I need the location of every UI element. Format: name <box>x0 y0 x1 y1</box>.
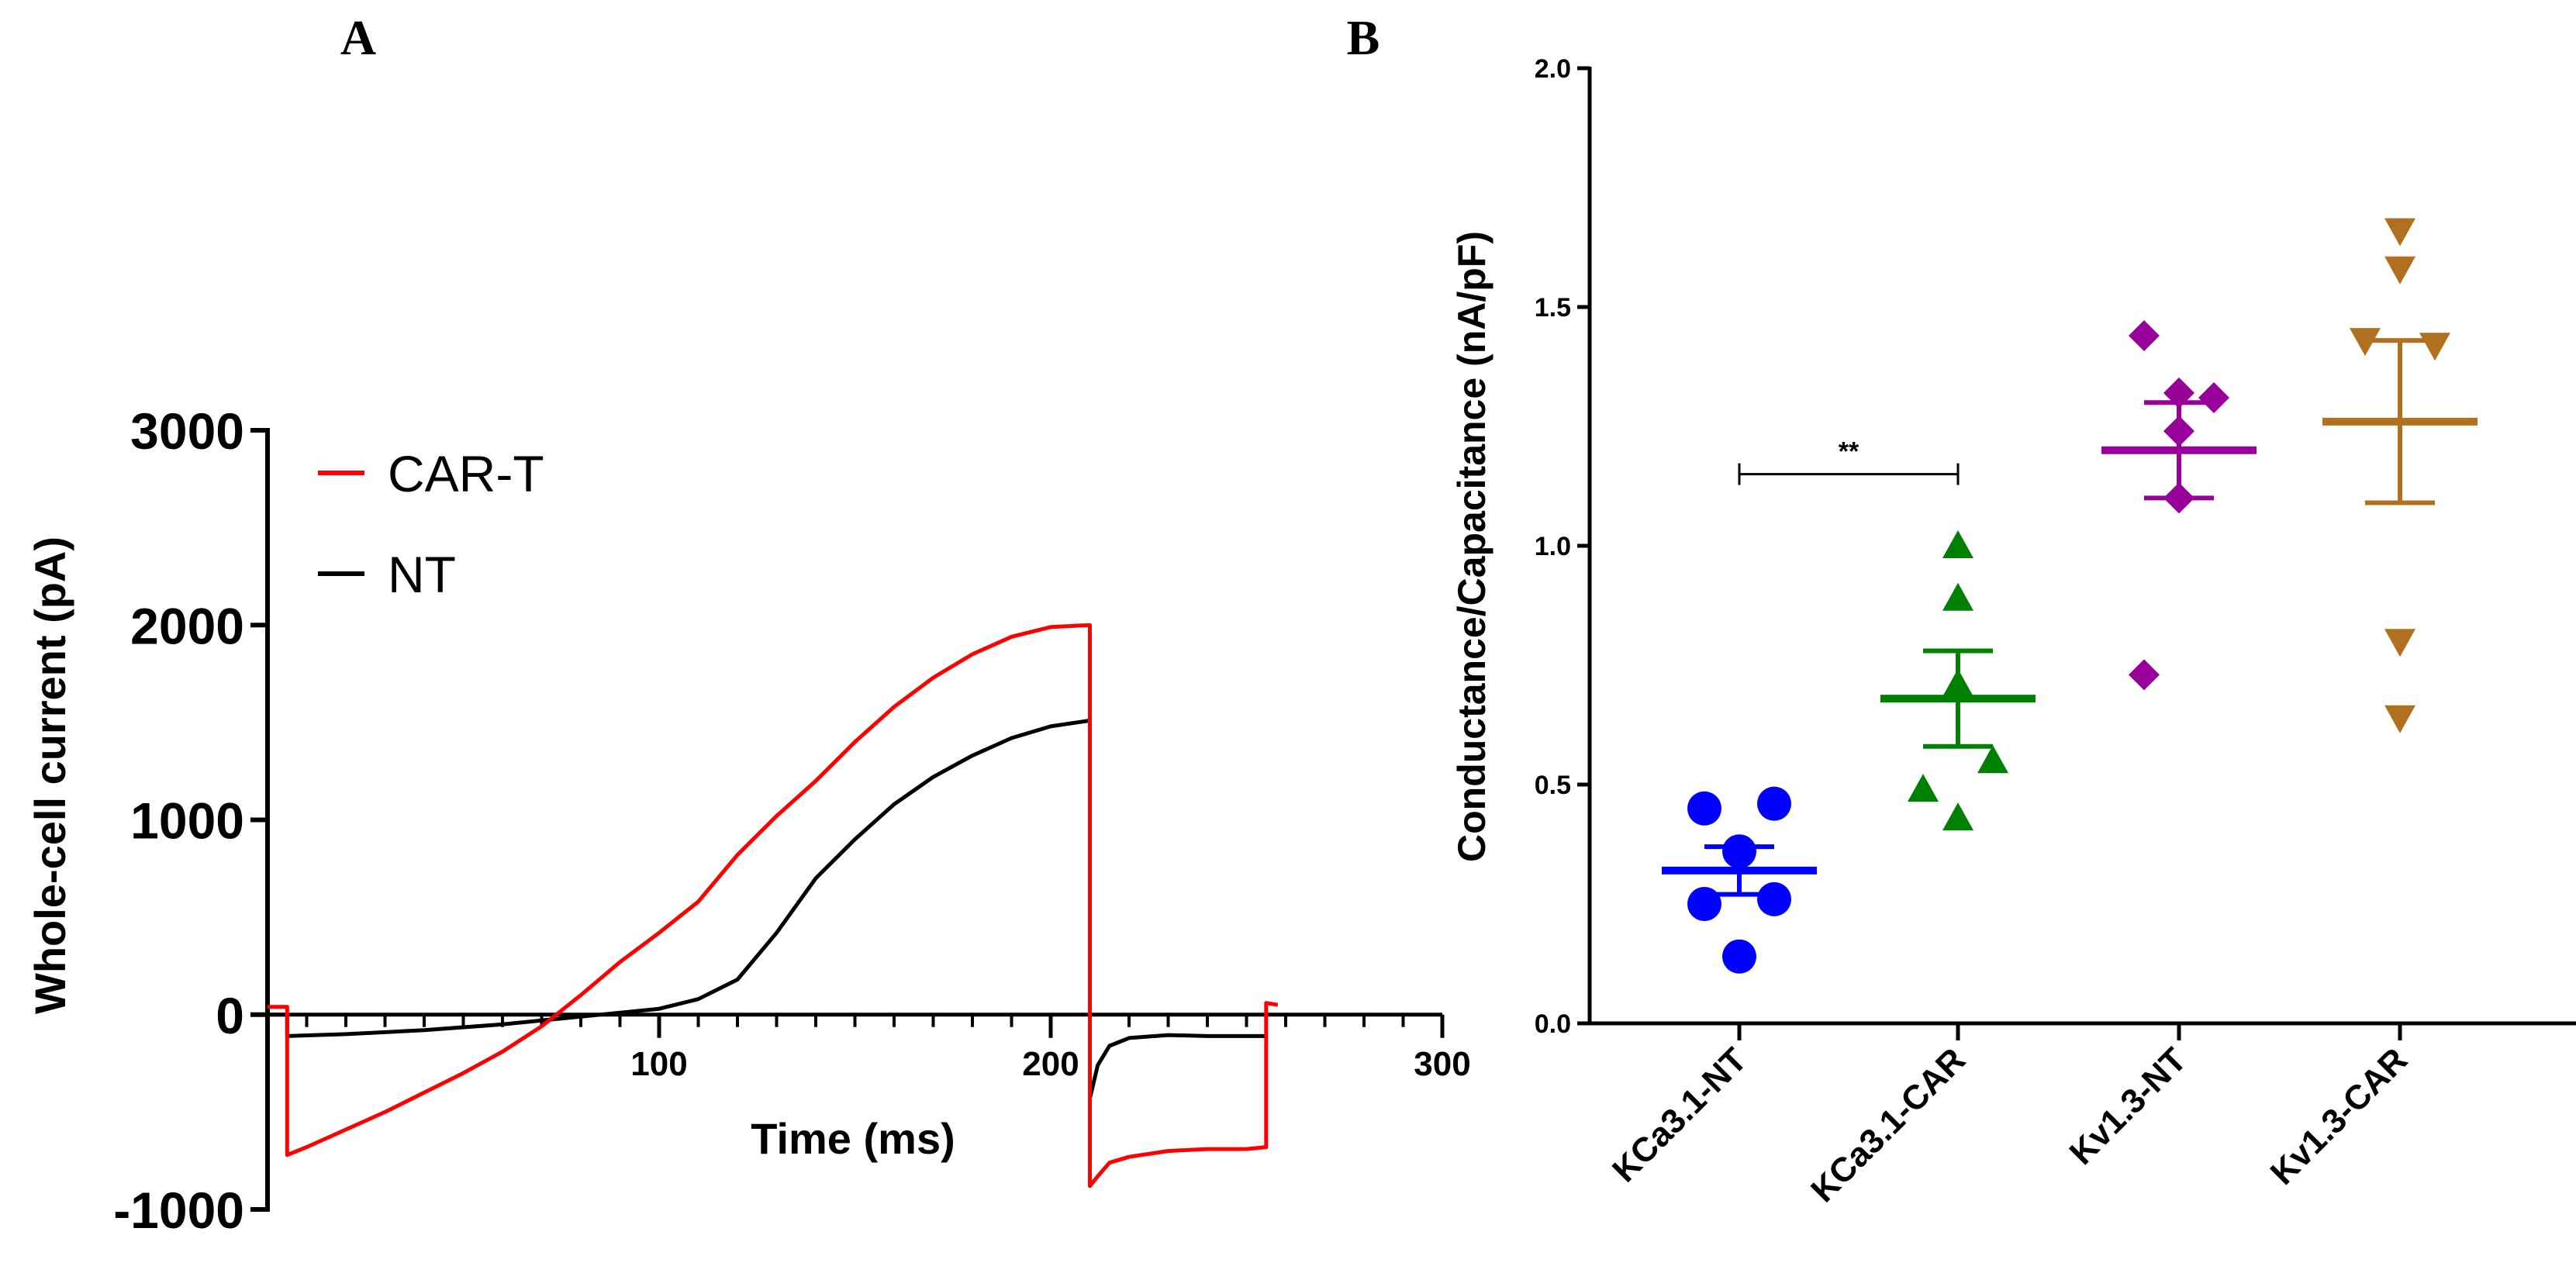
legend-label-car-t: CAR-T <box>388 445 544 502</box>
b-category-label: KCa3.1-NT <box>1605 1040 1754 1189</box>
panel-label-a: A <box>340 10 376 65</box>
b-point-Kv1.3-CAR <box>2384 629 2415 657</box>
a-series-group <box>268 623 1279 1188</box>
b-mean-sem-bars <box>1662 338 2478 897</box>
b-category-label: KCa3.1-CAR <box>1804 1040 1973 1209</box>
b-point-KCa3.1-CAR <box>1942 530 1973 558</box>
b-point-KCa3.1-NT <box>1757 881 1791 916</box>
panel-a-chart: 3000 2000 1000 0 -1000 100 200 300 Time (ms) W… <box>26 402 1471 1239</box>
a-series-line-car-t <box>268 623 1279 1188</box>
b-y-tick-label: 1.0 <box>1535 532 1571 561</box>
b-point-KCa3.1-CAR <box>1942 802 1973 831</box>
b-point-Kv1.3-CAR <box>2384 705 2415 733</box>
b-point-Kv1.3-NT <box>2129 319 2160 351</box>
b-y-tick-label: 0.5 <box>1535 771 1571 800</box>
b-point-Kv1.3-CAR <box>2419 333 2450 361</box>
b-point-Kv1.3-CAR <box>2384 218 2415 247</box>
b-point-KCa3.1-NT <box>1757 786 1791 821</box>
b-point-KCa3.1-NT <box>1687 791 1721 826</box>
b-point-KCa3.1-CAR <box>1942 582 1973 611</box>
a-y-axis-label: Whole-cell current (pA) <box>26 536 74 1014</box>
a-legend: CAR-T NT <box>318 445 544 603</box>
b-data-points <box>1687 218 2450 974</box>
b-point-KCa3.1-NT <box>1722 939 1756 974</box>
a-x-axis-label: Time (ms) <box>751 1114 955 1163</box>
b-point-KCa3.1-NT <box>1687 887 1721 921</box>
b-y-ticks: 0.0 0.5 1.0 1.5 2.0 <box>1535 54 1590 1039</box>
a-y-tick-label: 1000 <box>130 792 244 850</box>
b-point-Kv1.3-NT <box>2198 382 2229 414</box>
b-significance-bracket: ** <box>1738 437 1960 485</box>
b-point-Kv1.3-CAR <box>2384 256 2415 285</box>
legend-label-nt: NT <box>388 546 456 603</box>
a-x-tick-label: 100 <box>630 1045 687 1083</box>
b-y-tick-label: 2.0 <box>1535 54 1571 84</box>
a-x-tick-label: 300 <box>1414 1045 1470 1083</box>
a-y-ticks: 3000 2000 1000 0 -1000 <box>113 402 268 1239</box>
b-point-KCa3.1-CAR <box>1908 774 1939 802</box>
panel-label-b: B <box>1347 10 1380 65</box>
b-category-ticks: KCa3.1-NT KCa3.1-CAR Kv1.3-NT Kv1.3-CAR <box>1605 1023 2415 1209</box>
a-y-tick-label: 3000 <box>130 402 244 460</box>
a-series-line-nt <box>268 718 1266 1101</box>
a-y-tick-label: -1000 <box>113 1182 244 1239</box>
b-y-tick-label: 0.0 <box>1535 1009 1571 1039</box>
a-x-ticks: 100 200 300 <box>630 1014 1471 1083</box>
b-y-tick-label: 1.5 <box>1535 293 1571 323</box>
a-y-tick-label: 2000 <box>130 597 244 654</box>
b-y-axis-label: Conductance/Capacitance (nA/pF) <box>1450 231 1493 862</box>
significance-label: ** <box>1839 437 1859 467</box>
b-category-label: Kv1.3-CAR <box>2263 1040 2415 1192</box>
b-point-KCa3.1-CAR <box>1977 745 2008 774</box>
b-category-label: Kv1.3-NT <box>2063 1040 2194 1172</box>
panel-b-chart: 0.0 0.5 1.0 1.5 2.0 KCa3.1-NT KCa3.1-CAR Kv1.3… <box>1450 54 2576 1209</box>
a-x-tick-label: 200 <box>1022 1045 1079 1083</box>
a-y-tick-label: 0 <box>216 987 244 1044</box>
b-point-Kv1.3-NT <box>2129 659 2160 691</box>
